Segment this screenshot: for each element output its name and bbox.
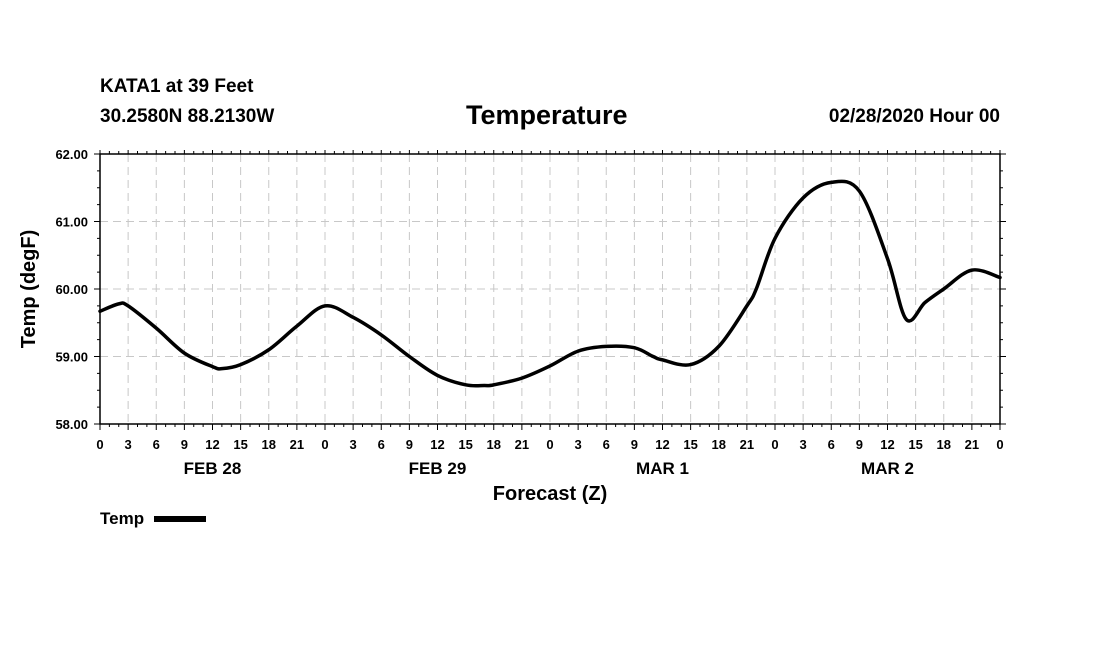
x-tick-label: 0 <box>321 437 328 452</box>
day-label: FEB 29 <box>409 459 467 478</box>
x-tick-label: 0 <box>771 437 778 452</box>
x-tick-label: 12 <box>880 437 894 452</box>
x-tick-label: 9 <box>631 437 638 452</box>
x-tick-label: 15 <box>233 437 247 452</box>
x-tick-label: 0 <box>546 437 553 452</box>
x-tick-label: 15 <box>908 437 922 452</box>
y-axis-title: Temp (degF) <box>18 230 40 349</box>
day-label: FEB 28 <box>184 459 242 478</box>
grid-layer <box>100 154 1000 424</box>
x-tick-label: 12 <box>430 437 444 452</box>
x-tick-label: 0 <box>96 437 103 452</box>
x-tick-label: 6 <box>378 437 385 452</box>
x-tick-label: 3 <box>125 437 132 452</box>
x-tick-label: 18 <box>262 437 276 452</box>
legend-line-swatch <box>154 516 207 522</box>
x-tick-label: 21 <box>740 437 754 452</box>
timestamp-label: 02/28/2020 Hour 00 <box>828 106 1000 127</box>
x-tick-label: 21 <box>965 437 979 452</box>
x-tick-label: 9 <box>406 437 413 452</box>
y-tick-label: 61.00 <box>55 215 88 230</box>
x-tick-label: 18 <box>487 437 501 452</box>
coordinates-label: 30.2580N 88.2130W <box>100 106 275 127</box>
tick-layer <box>94 150 1006 430</box>
x-tick-label: 9 <box>856 437 863 452</box>
series-line-temp <box>98 179 1002 388</box>
y-tick-label: 60.00 <box>55 282 88 297</box>
day-label: MAR 2 <box>861 459 914 478</box>
x-tick-label: 21 <box>515 437 529 452</box>
x-tick-label: 21 <box>290 437 304 452</box>
x-tick-label: 6 <box>153 437 160 452</box>
legend: Temp <box>100 509 207 529</box>
station-label: KATA1 at 39 Feet <box>100 76 254 97</box>
x-tick-label: 12 <box>205 437 219 452</box>
day-label: MAR 1 <box>636 459 689 478</box>
x-tick-label: 0 <box>996 437 1003 452</box>
x-tick-label: 6 <box>828 437 835 452</box>
x-tick-label: 3 <box>350 437 357 452</box>
x-tick-label: 12 <box>655 437 669 452</box>
x-tick-label: 9 <box>181 437 188 452</box>
x-tick-label: 3 <box>800 437 807 452</box>
x-tick-label: 18 <box>712 437 726 452</box>
x-tick-label: 15 <box>683 437 697 452</box>
label-layer: 0 3 6 9 12 15 18 21 0 3 6 9 12 15 18 21 0 3 6 9 12 15 18 21 0 3 6 9… <box>55 147 1003 478</box>
y-tick-label: 58.00 <box>55 417 88 432</box>
x-tick-label: 6 <box>603 437 610 452</box>
legend-label: Temp <box>100 509 145 528</box>
y-tick-label: 59.00 <box>55 350 88 365</box>
x-tick-label: 15 <box>458 437 472 452</box>
x-tick-label: 3 <box>575 437 582 452</box>
chart-title: Temperature <box>466 100 628 130</box>
x-tick-label: 18 <box>937 437 951 452</box>
y-tick-label: 62.00 <box>55 147 88 162</box>
x-axis-title: Forecast (Z) <box>493 483 607 505</box>
